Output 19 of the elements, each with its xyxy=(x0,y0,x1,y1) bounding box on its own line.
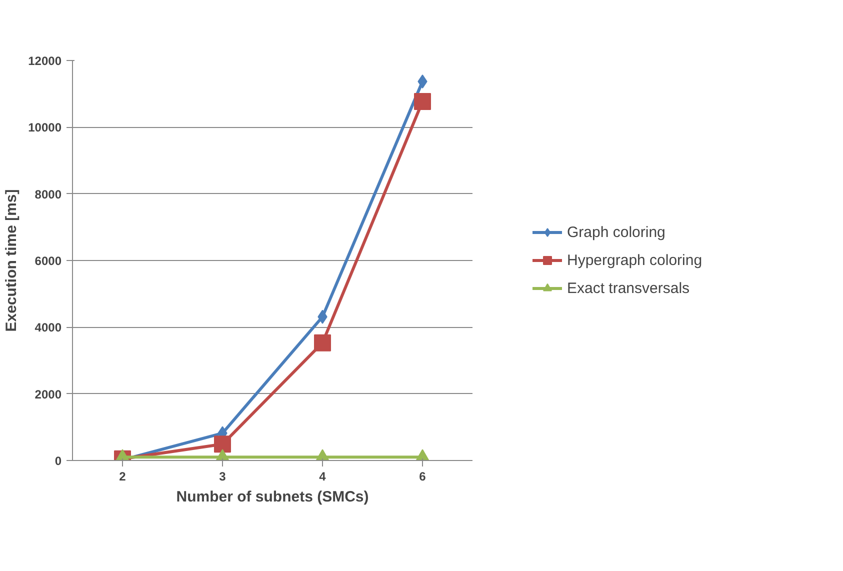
legend-label: Hypergraph coloring xyxy=(567,252,702,268)
x-tick-label: 2 xyxy=(119,470,126,484)
legend-label: Exact transversals xyxy=(567,280,690,296)
y-tick-label: 0 xyxy=(54,454,62,468)
y-axis-title: Execution time [ms] xyxy=(3,189,20,332)
x-axis-title: Number of subnets (SMCs) xyxy=(176,488,369,506)
y-tick-label: 12000 xyxy=(28,54,62,68)
x-tick-label: 3 xyxy=(219,470,226,484)
y-tick-label: 8000 xyxy=(34,187,62,202)
y-tick-label: 4000 xyxy=(34,320,62,335)
y-tick-label: 10000 xyxy=(28,120,62,135)
point xyxy=(418,74,428,88)
legend-label: Graph coloring xyxy=(567,224,666,240)
x-tick-label: 6 xyxy=(419,470,426,484)
point xyxy=(314,334,331,352)
point xyxy=(414,93,431,110)
y-tick-label: 2000 xyxy=(34,387,62,402)
y-tick-label: 6000 xyxy=(34,254,62,268)
x-tick-label: 4 xyxy=(319,470,326,484)
